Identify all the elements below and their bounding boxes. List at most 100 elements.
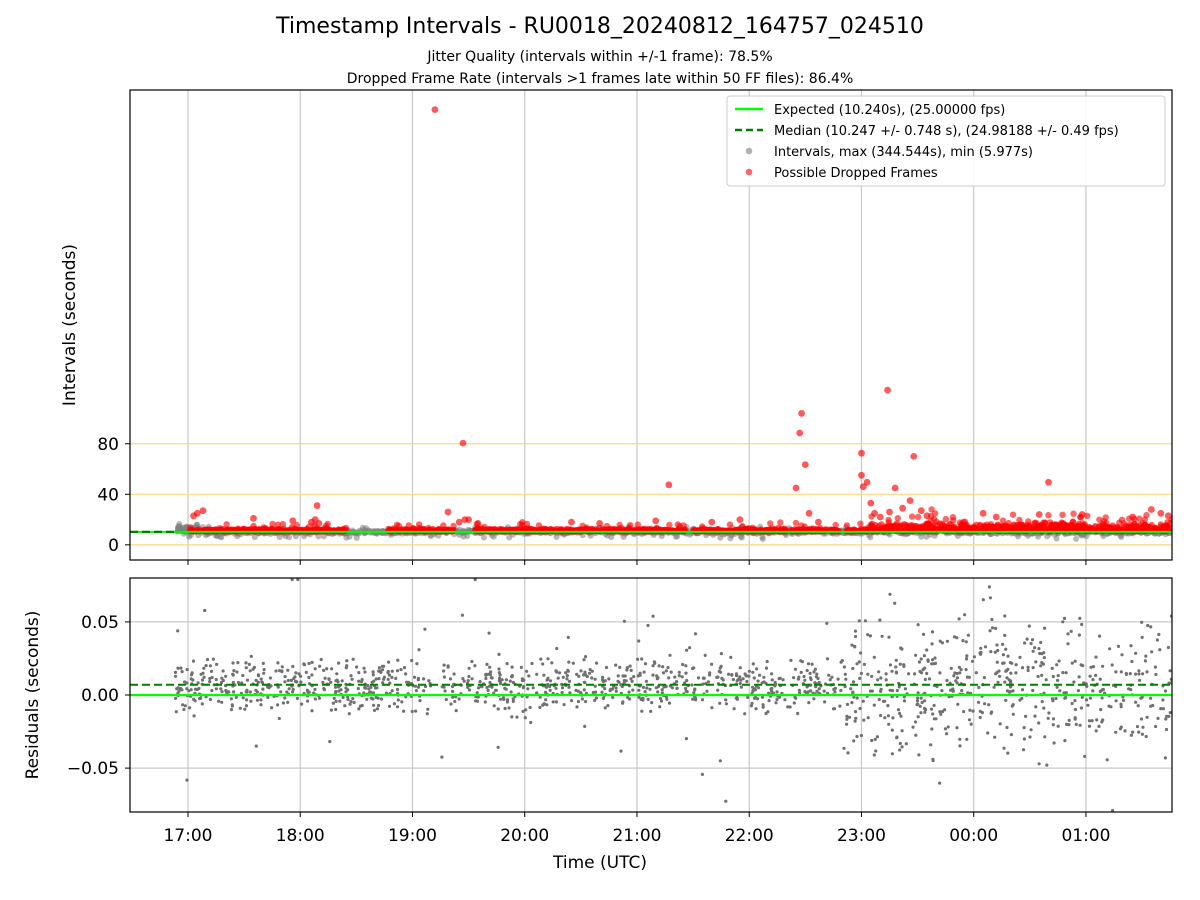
residual-point <box>395 669 400 673</box>
residual-point <box>484 676 488 681</box>
dropped-frame-point <box>634 521 641 528</box>
dropped-frame-point <box>324 520 331 528</box>
dropped-frame-point <box>459 439 467 447</box>
dropped-frame-point <box>925 520 932 527</box>
residual-point <box>883 699 887 703</box>
residual-point <box>1056 674 1060 678</box>
residual-point <box>978 715 982 720</box>
residual-point <box>461 677 465 681</box>
residual-point <box>392 702 396 706</box>
residual-point <box>1043 626 1047 630</box>
residual-point <box>399 668 403 672</box>
residual-point <box>551 700 555 704</box>
residual-point <box>724 698 728 702</box>
residual-point <box>919 657 923 661</box>
residual-point <box>220 700 224 704</box>
residual-point <box>357 679 361 683</box>
residual-point <box>684 686 688 691</box>
residual-point <box>732 707 736 711</box>
residual-point <box>962 710 966 714</box>
dropped-frame-point <box>1002 522 1009 529</box>
residual-point <box>703 653 707 658</box>
dropped-frame-point <box>1103 519 1110 527</box>
residual-point <box>930 630 935 634</box>
residual-point <box>932 703 936 708</box>
residual-point <box>1070 701 1074 706</box>
residual-point <box>502 697 506 702</box>
residual-point <box>231 673 235 677</box>
residual-point <box>959 668 963 672</box>
residual-point <box>259 677 263 681</box>
residual-point <box>504 678 508 682</box>
residual-point <box>641 685 646 690</box>
residual-point <box>1047 711 1051 715</box>
residual-point <box>340 679 344 683</box>
residual-point <box>853 719 857 723</box>
residual-point <box>863 619 868 623</box>
residual-point <box>323 676 327 680</box>
residual-point <box>1064 671 1068 675</box>
residual-point <box>1091 678 1095 682</box>
residual-point <box>266 695 270 700</box>
residual-point <box>1076 689 1080 693</box>
dropped-frame-point <box>867 499 875 507</box>
residual-point <box>1003 614 1007 618</box>
residual-point <box>815 689 819 693</box>
residual-point <box>1039 664 1043 668</box>
residual-point <box>1025 637 1029 641</box>
residual-point <box>802 674 806 679</box>
residual-point <box>875 735 880 739</box>
residual-point <box>280 665 284 669</box>
residual-point <box>440 755 444 759</box>
residual-point <box>966 691 970 695</box>
residual-point <box>815 672 819 676</box>
residual-point <box>735 679 739 683</box>
residual-point <box>922 706 927 711</box>
residual-point <box>858 706 862 711</box>
dropped-frame-point <box>734 527 742 535</box>
residual-point <box>911 725 915 729</box>
residual-point <box>844 677 848 681</box>
residual-point <box>669 670 673 674</box>
residual-point <box>329 708 333 712</box>
residual-point <box>245 678 250 682</box>
residual-point <box>338 699 342 703</box>
residual-point <box>658 696 663 701</box>
residual-point <box>229 708 234 712</box>
residual-point <box>410 658 414 663</box>
residual-point <box>872 753 876 757</box>
residual-point <box>372 679 376 683</box>
residual-point <box>245 698 249 702</box>
residual-point <box>738 666 742 670</box>
residual-point <box>631 688 635 692</box>
residual-point <box>387 660 391 664</box>
residual-point <box>418 699 422 703</box>
residual-point <box>442 675 446 679</box>
residual-point <box>539 657 543 661</box>
residual-point <box>900 647 904 651</box>
residual-point <box>851 680 856 684</box>
residual-point <box>521 709 525 714</box>
residual-point <box>443 689 447 693</box>
residual-point <box>488 672 492 677</box>
dropped-frame-point <box>1018 521 1025 528</box>
residual-point <box>351 657 355 661</box>
residual-point <box>899 714 903 718</box>
residual-point <box>683 681 687 685</box>
residual-point <box>259 703 263 707</box>
dropped-frame-point <box>1045 512 1052 519</box>
residual-point <box>898 748 902 752</box>
residual-point <box>1073 659 1077 663</box>
residual-point <box>600 690 604 694</box>
residual-point <box>1074 722 1078 727</box>
residual-point <box>214 687 218 691</box>
residual-point <box>287 687 291 691</box>
dropped-frame-point <box>1143 512 1150 519</box>
residual-point <box>593 684 597 688</box>
dropped-frame-point <box>921 527 928 534</box>
residual-point <box>307 675 311 680</box>
residual-point <box>993 650 997 654</box>
dropped-frame-point <box>923 512 931 520</box>
residual-point <box>196 681 200 685</box>
